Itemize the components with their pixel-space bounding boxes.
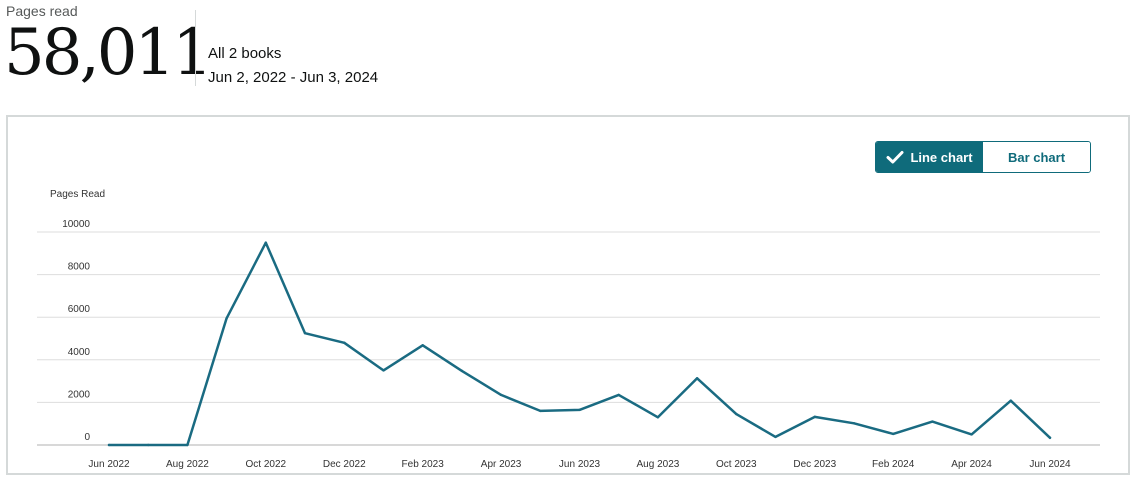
data-point [774, 435, 777, 439]
x-tick-label: Jun 2023 [559, 459, 601, 470]
data-point [813, 415, 816, 419]
y-tick-label: 0 [84, 432, 90, 443]
data-point [891, 432, 895, 436]
data-point [186, 443, 189, 447]
x-tick-label: Jun 2024 [1029, 459, 1071, 470]
data-point [735, 412, 738, 416]
data-point [225, 317, 228, 320]
data-point [303, 331, 307, 335]
line-chart-label: Line chart [910, 149, 973, 165]
data-point [343, 341, 346, 344]
x-tick-label: Jun 2022 [88, 459, 130, 470]
data-point [931, 420, 934, 423]
pages-read-label: Pages read [6, 3, 78, 19]
data-point [382, 369, 385, 372]
line-chart-button[interactable]: Line chart [876, 142, 983, 172]
bar-chart-label: Bar chart [1007, 149, 1066, 165]
y-axis-label: Pages Read [50, 189, 105, 200]
y-tick-label: 4000 [68, 347, 91, 358]
x-tick-label: Feb 2024 [872, 459, 915, 470]
x-tick-label: Aug 2023 [637, 459, 680, 470]
x-tick-label: Apr 2023 [481, 459, 522, 470]
summary-header: Pages read 58,011 All 2 books Jun 2, 202… [0, 0, 1139, 100]
data-point [656, 416, 660, 419]
bar-chart-button[interactable]: Bar chart [983, 142, 1090, 172]
data-point [460, 369, 464, 373]
data-point [695, 377, 699, 380]
y-tick-label: 8000 [68, 262, 91, 273]
data-point [264, 241, 268, 244]
data-point [1048, 436, 1052, 439]
y-tick-label: 2000 [68, 389, 91, 400]
x-tick-label: Dec 2023 [793, 459, 836, 470]
data-point [578, 408, 581, 412]
date-range-text: Jun 2, 2022 - Jun 3, 2024 [208, 69, 379, 86]
data-point [539, 409, 542, 413]
chart-type-toggle: Line chart Bar chart [875, 141, 1091, 173]
data-point [970, 433, 973, 436]
x-tick-label: Feb 2023 [402, 459, 445, 470]
checkmark-icon [886, 151, 904, 164]
y-tick-label: 10000 [62, 219, 90, 230]
pages-read-line-chart: Pages Read 0 2000 4000 6000 8000 10000 Jun 2022… [37, 189, 1100, 470]
data-point [1009, 399, 1012, 402]
x-tick-label: Aug 2022 [166, 459, 209, 470]
y-tick-label: 6000 [68, 304, 91, 315]
data-point [421, 344, 424, 347]
total-pages-value: 58,011 [4, 16, 213, 90]
data-point [852, 422, 856, 425]
chart-panel: Pages Read 0 2000 4000 6000 8000 10000 Jun 2022… [6, 115, 1130, 475]
books-filter-text: All 2 books [208, 45, 282, 62]
header-divider [195, 10, 196, 86]
data-point [499, 393, 503, 397]
x-tick-label: Oct 2022 [246, 459, 287, 470]
x-tick-label: Dec 2022 [323, 459, 366, 470]
series-line [107, 241, 1052, 447]
data-point [107, 443, 111, 447]
data-point [617, 393, 620, 397]
data-point [147, 443, 150, 447]
x-tick-label: Oct 2023 [716, 459, 757, 470]
x-tick-label: Apr 2024 [951, 459, 992, 470]
